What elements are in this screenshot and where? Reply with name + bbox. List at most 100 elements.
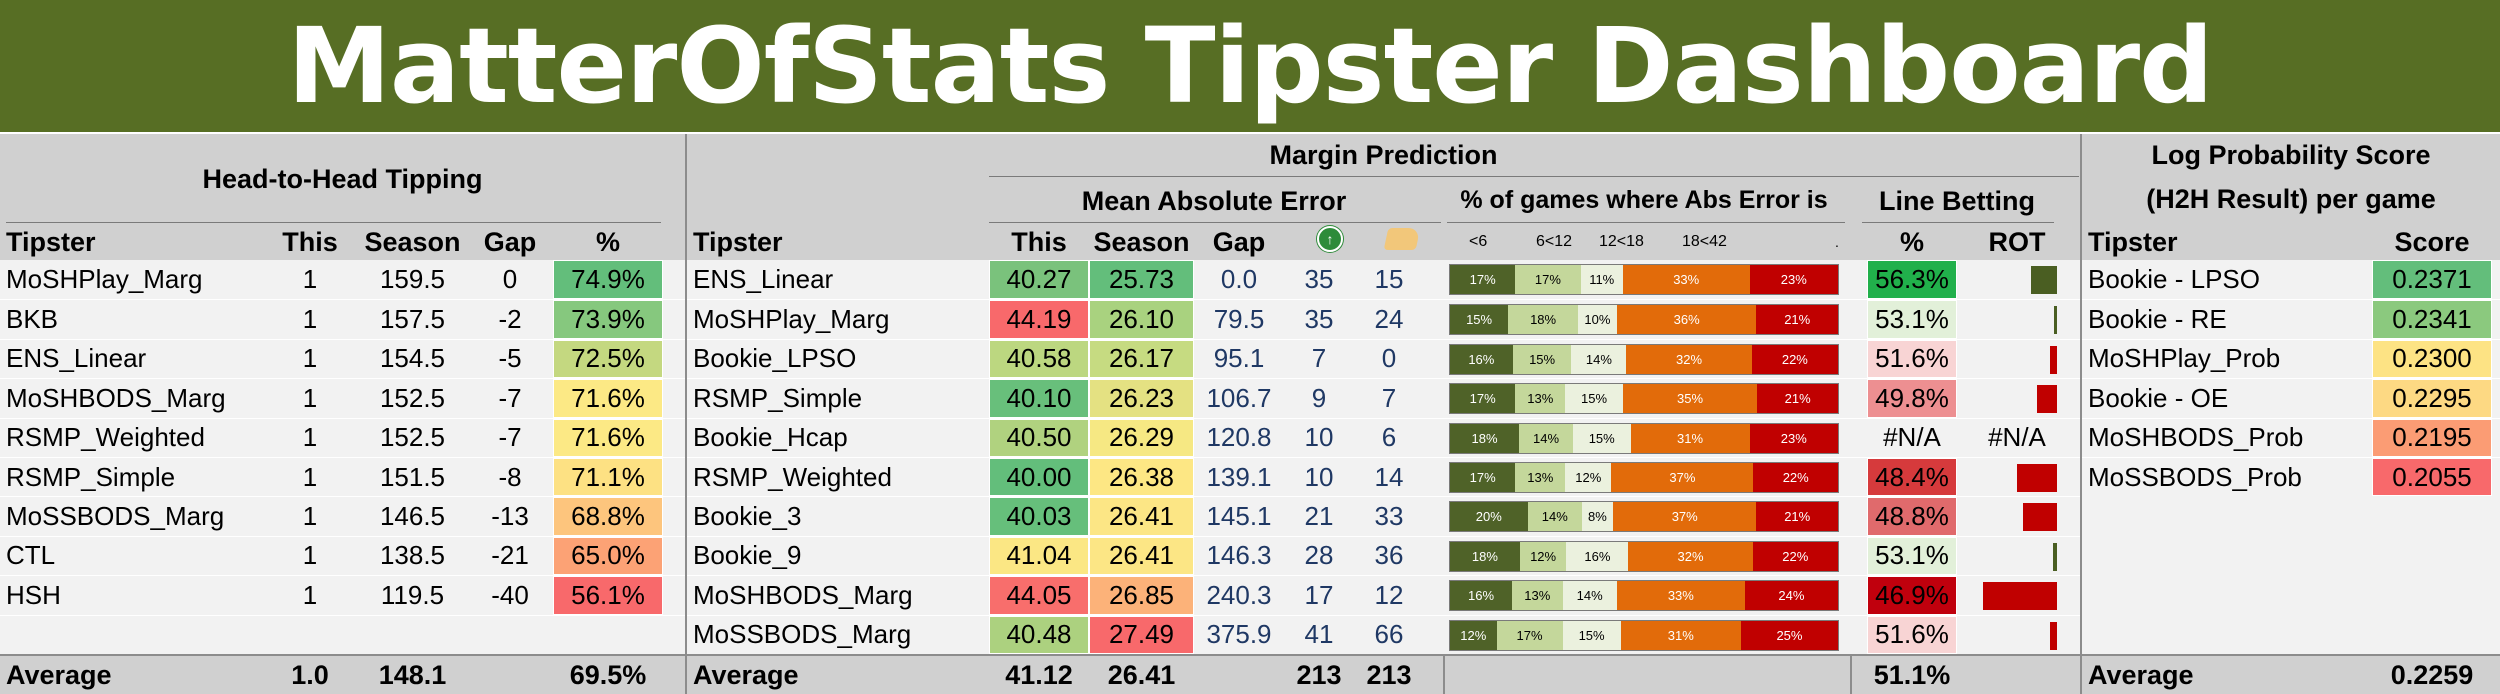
gap-value: -5 (498, 343, 522, 374)
pct-value: 73.9% (553, 300, 663, 339)
rot-bar (2049, 621, 2057, 650)
pct-value: 68.8% (553, 497, 663, 536)
h2h-header (0, 134, 685, 260)
games-count-2: 33 (1374, 501, 1404, 532)
divider (1443, 654, 1445, 694)
line-pct-value: 48.8% (1867, 497, 1957, 536)
games-count-1: 28 (1304, 540, 1334, 571)
this-value: 1 (302, 422, 318, 453)
col-tipster: Tipster (2088, 226, 2178, 257)
tipster-name: RSMP_Weighted (693, 461, 892, 492)
games-count-1: 21 (1304, 501, 1334, 532)
tipster-name: Bookie_Hcap (693, 422, 848, 453)
pct-value: 65.0% (553, 536, 663, 576)
table-row: Bookie_Hcap 40.50 26.29 120.8 10 6 18% 14% 15% 31… (687, 417, 2080, 457)
line-pct-value: 51.6% (1867, 615, 1957, 654)
gap-value: 106.7 (1206, 382, 1272, 413)
gap-value: 0 (502, 264, 518, 295)
games-count-2: 36 (1374, 540, 1404, 571)
avg-label: Average (693, 659, 799, 690)
season-value: 26.41 (1089, 497, 1194, 536)
divider (989, 176, 2079, 177)
bar-segment: 37% (1612, 502, 1757, 532)
bucket-label-18-42: 18<42 (1682, 233, 1727, 250)
bar-segment: 25% (1740, 620, 1838, 650)
error-distribution-bar: 16% 13% 14% 33% 24% (1449, 580, 1839, 612)
table-row: MoSHBODS_Marg 1 152.5 -7 71.6% (0, 378, 685, 418)
line-pct-value: 46.9% (1867, 576, 1957, 615)
games-count-2: 66 (1374, 619, 1404, 650)
col-this: This (282, 226, 338, 257)
this-value: 40.50 (989, 418, 1089, 457)
avg-this: 41.12 (1005, 659, 1073, 690)
games-count-1: 10 (1304, 461, 1334, 492)
season-value: 151.5 (379, 461, 446, 492)
bucket-label-12-18: 12<18 (1599, 233, 1644, 250)
this-value: 41.04 (989, 536, 1089, 576)
avg-this: 1.0 (291, 659, 329, 690)
this-value: 40.10 (989, 379, 1089, 418)
avg-label: Average (6, 659, 112, 690)
bar-segment: 14% (1527, 502, 1582, 532)
bucket-label-lt6: <6 (1469, 233, 1488, 250)
logprob-panel: Log Probability Score (H2H Result) per g… (2082, 134, 2500, 694)
line-pct-value: 53.1% (1867, 300, 1957, 339)
season-value: 157.5 (379, 304, 446, 335)
avg-score: 0.2259 (2390, 659, 2474, 690)
logprob-average-row: Average 0.2259 (2082, 654, 2500, 694)
bar-segment: 12% (1519, 541, 1567, 571)
gap-value: -7 (498, 382, 522, 413)
error-distribution-bar: 18% 14% 15% 31% 23% (1449, 422, 1839, 454)
bar-segment: 21% (1756, 305, 1838, 335)
table-row: Bookie_3 40.03 26.41 145.1 21 33 20% 14% 8% 37% 21… (687, 496, 2080, 536)
h2h-average-row: Average 1.0 148.1 69.5% (0, 654, 685, 694)
season-value: 25.73 (1089, 260, 1194, 300)
line-pct-value: 48.4% (1867, 457, 1957, 497)
pct-value: 71.6% (553, 379, 663, 418)
margin-column-headers: Tipster This Season Gap <6 6<12 12<18 18… (687, 224, 2080, 260)
this-value: 1 (302, 264, 318, 295)
bar-segment: 12% (1450, 620, 1497, 650)
table-row: MoSHBODS_Prob 0.2195 (2082, 417, 2500, 457)
table-row-empty (0, 614, 685, 654)
bar-segment: 23% (1749, 265, 1838, 294)
error-distribution-bar: 15% 18% 10% 36% 21% (1449, 304, 1839, 336)
bar-segment: 20% (1450, 502, 1528, 532)
this-value: 44.05 (989, 576, 1089, 615)
this-value: 1 (302, 461, 318, 492)
table-row: MoSSBODS_Marg 40.48 27.49 375.9 41 66 12% 17% 15… (687, 614, 2080, 654)
score-value: 0.2195 (2372, 418, 2492, 457)
bar-segment: 13% (1515, 384, 1566, 414)
h2h-column-headers: Tipster This Season Gap % (0, 224, 685, 260)
dashboard-title: MatterOfStats Tipster Dashboard (287, 5, 2213, 127)
rot-bar (1983, 582, 2057, 611)
games-count-2: 6 (1381, 422, 1397, 453)
games-count-2: 15 (1374, 264, 1404, 295)
score-value: 0.2300 (2372, 339, 2492, 379)
gap-value: 139.1 (1206, 461, 1272, 492)
season-value: 26.23 (1089, 379, 1194, 418)
bar-segment: 17% (1515, 265, 1581, 294)
pct-value: 56.1% (553, 576, 663, 615)
tipster-name: MoSHBODS_Marg (6, 382, 226, 413)
tipster-name: ENS_Linear (6, 343, 147, 374)
tipster-name: MoSSBODS_Prob (2088, 461, 2302, 492)
season-value: 152.5 (379, 382, 446, 413)
this-value: 40.48 (989, 615, 1089, 654)
score-value: 0.2295 (2372, 379, 2492, 418)
col-this: This (1011, 226, 1067, 257)
col-season: Season (364, 226, 461, 257)
games-count-2: 24 (1374, 304, 1404, 335)
avg-label: Average (2088, 659, 2194, 690)
tipster-name: Bookie - OE (2088, 382, 2229, 413)
divider (1447, 222, 1845, 223)
table-row: RSMP_Simple 1 151.5 -8 71.1% (0, 456, 685, 497)
bar-segment: 36% (1616, 305, 1757, 335)
bar-segment: 12% (1565, 462, 1612, 492)
bar-segment: 16% (1450, 581, 1513, 611)
table-row: Bookie_LPSO 40.58 26.17 95.1 7 0 16% 15% 14% 32% 2… (687, 338, 2080, 379)
bar-segment: 21% (1756, 502, 1838, 532)
this-value: 1 (302, 501, 318, 532)
bar-segment: 15% (1512, 344, 1572, 374)
season-value: 26.29 (1089, 418, 1194, 457)
